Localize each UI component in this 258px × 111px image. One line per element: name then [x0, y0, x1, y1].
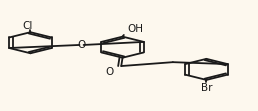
Text: Br: Br — [201, 83, 212, 93]
Text: OH: OH — [127, 24, 143, 34]
Text: O: O — [77, 40, 86, 50]
Text: Cl: Cl — [23, 21, 33, 31]
Text: O: O — [105, 67, 114, 77]
